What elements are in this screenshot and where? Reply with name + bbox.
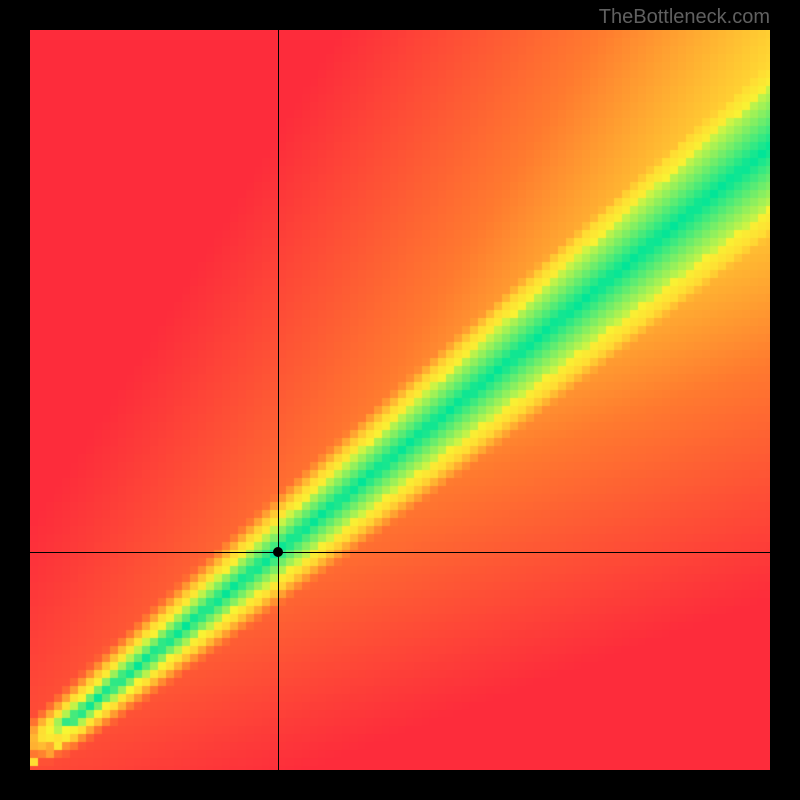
chart-plot-area: [30, 30, 770, 770]
crosshair-horizontal: [30, 552, 770, 553]
crosshair-vertical: [278, 30, 279, 770]
heatmap-canvas: [30, 30, 770, 770]
watermark-text: TheBottleneck.com: [599, 6, 770, 29]
crosshair-marker: [273, 547, 283, 557]
